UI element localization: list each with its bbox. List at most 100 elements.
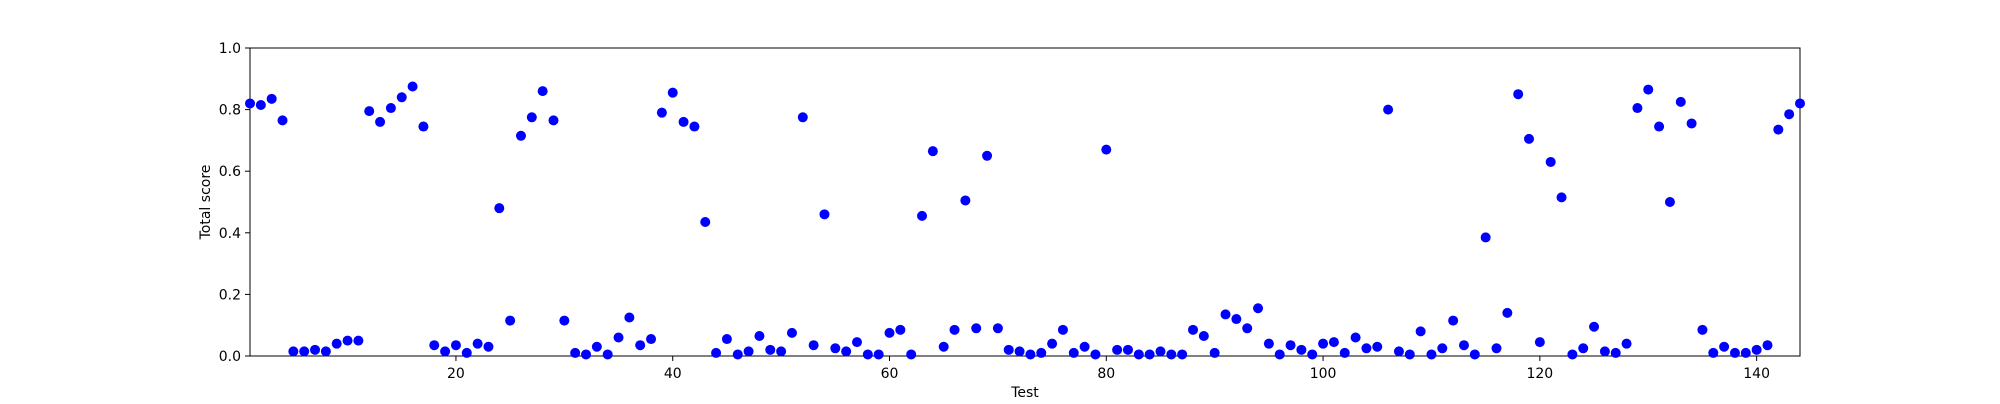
data-point [1729, 347, 1740, 358]
data-point [1383, 104, 1394, 115]
x-tick-label: 120 [1526, 366, 1553, 382]
x-tick-label: 100 [1310, 366, 1337, 382]
data-point [1047, 338, 1058, 349]
data-point [927, 146, 938, 157]
data-point [1350, 332, 1361, 343]
data-point [646, 334, 657, 345]
data-point [765, 344, 776, 355]
x-axis-label: Test [1010, 385, 1039, 400]
data-point [1263, 338, 1274, 349]
data-point [992, 323, 1003, 334]
y-tick-label: 0.0 [219, 349, 241, 365]
data-point [1599, 346, 1610, 357]
data-point [1469, 349, 1480, 360]
data-point [635, 340, 646, 351]
data-point [1534, 337, 1545, 348]
data-point [1448, 315, 1459, 326]
data-point [1751, 344, 1762, 355]
data-point [396, 92, 407, 103]
data-point [917, 210, 928, 221]
data-point [472, 338, 483, 349]
data-point [949, 324, 960, 335]
data-point [1556, 192, 1567, 203]
data-point [1079, 341, 1090, 352]
data-point [938, 341, 949, 352]
data-point [494, 203, 505, 214]
data-point [1220, 309, 1231, 320]
data-point [808, 340, 819, 351]
data-point [450, 340, 461, 351]
data-point [1697, 324, 1708, 335]
data-point [1274, 349, 1285, 360]
data-point [602, 349, 613, 360]
data-points [245, 81, 1805, 360]
data-point [1318, 338, 1329, 349]
data-point [667, 87, 678, 98]
data-point [1209, 347, 1220, 358]
data-point [1426, 349, 1437, 360]
data-point [982, 150, 993, 161]
data-point [537, 86, 548, 97]
y-axis-label: Total score [198, 165, 214, 241]
data-point [1654, 121, 1665, 132]
data-point [1393, 346, 1404, 357]
data-point [1773, 124, 1784, 135]
data-point [1675, 96, 1686, 107]
data-point [1068, 347, 1079, 358]
x-tick-label: 40 [664, 366, 682, 382]
data-point [1567, 349, 1578, 360]
y-tick-label: 0.8 [219, 103, 241, 119]
data-point [1372, 341, 1383, 352]
data-point [505, 315, 516, 326]
data-point [1307, 349, 1318, 360]
data-point [873, 349, 884, 360]
data-point [895, 324, 906, 335]
y-tick-label: 1.0 [219, 41, 241, 57]
data-point [364, 106, 375, 117]
data-point [1621, 338, 1632, 349]
data-point [776, 346, 787, 357]
data-point [483, 341, 494, 352]
data-point [971, 323, 982, 334]
data-point [1643, 84, 1654, 95]
data-point [1719, 341, 1730, 352]
data-point [299, 346, 310, 357]
data-point [1231, 314, 1242, 325]
data-point [1339, 347, 1350, 358]
data-point [1122, 344, 1133, 355]
data-point [613, 332, 624, 343]
data-point [310, 344, 321, 355]
x-axis: 20 40 60 80 100 120 140 [447, 356, 1770, 382]
data-point [1361, 343, 1372, 354]
data-point [906, 349, 917, 360]
y-tick-label: 0.2 [219, 287, 241, 303]
data-point [830, 343, 841, 354]
data-point [1578, 343, 1589, 354]
data-point [255, 99, 266, 110]
data-point [1296, 344, 1307, 355]
data-point [841, 346, 852, 357]
data-point [440, 346, 451, 357]
data-point [429, 340, 440, 351]
data-point [1524, 133, 1535, 144]
data-point [1057, 324, 1068, 335]
data-point [288, 346, 299, 357]
data-point [1198, 330, 1209, 341]
data-point [1686, 118, 1697, 129]
data-point [1458, 340, 1469, 351]
data-point [743, 346, 754, 357]
data-point [689, 121, 700, 132]
data-point [407, 81, 418, 92]
data-point [960, 195, 971, 206]
data-point [591, 341, 602, 352]
data-point [375, 116, 386, 127]
data-point [1144, 349, 1155, 360]
data-point [1513, 89, 1524, 100]
data-point [1014, 346, 1025, 357]
data-point [1415, 326, 1426, 337]
data-point [1253, 303, 1264, 314]
data-point [1090, 349, 1101, 360]
plot-area-border [249, 47, 1801, 357]
data-point [245, 98, 255, 109]
